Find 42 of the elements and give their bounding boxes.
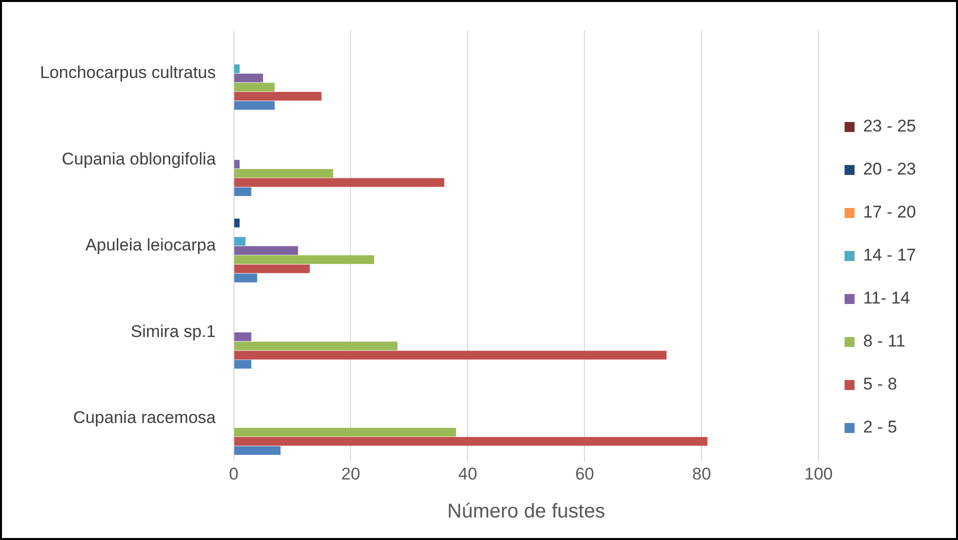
legend-label: 23 - 25 <box>863 116 916 136</box>
bar <box>234 255 374 264</box>
bar <box>234 187 252 196</box>
legend-label: 17 - 20 <box>863 202 916 222</box>
x-tick-label: 100 <box>804 464 833 484</box>
bar <box>234 169 334 178</box>
bar <box>234 264 310 274</box>
bar <box>234 428 456 437</box>
y-tick-label: Cupania racemosa <box>73 408 216 428</box>
x-tick-label: 20 <box>341 464 360 484</box>
bar <box>234 92 322 101</box>
bar <box>234 160 240 169</box>
y-tick-label: Lonchocarpus cultratus <box>40 63 216 82</box>
x-tick-label: 80 <box>692 464 712 484</box>
legend-label: 14 - 17 <box>863 246 916 265</box>
y-tick-label: Cupania oblongifolia <box>62 149 216 168</box>
bar <box>234 437 708 446</box>
bar <box>234 332 252 342</box>
x-tick-label: 40 <box>458 464 478 484</box>
bar <box>234 350 667 360</box>
bar <box>234 64 240 74</box>
legend-label: 11- 14 <box>863 288 910 308</box>
bar <box>234 101 275 110</box>
legend-label: 20 - 23 <box>863 160 916 179</box>
bar <box>234 360 252 369</box>
bar <box>234 446 281 455</box>
bar <box>234 246 298 255</box>
bar <box>234 342 398 350</box>
y-tick-label: Apuleia leiocarpa <box>85 236 216 255</box>
y-tick-label: Simira sp.1 <box>130 322 216 341</box>
bar <box>234 82 275 92</box>
legend-label: 2 - 5 <box>863 418 898 437</box>
bar <box>234 178 444 187</box>
bar <box>234 236 246 246</box>
bar <box>234 74 264 82</box>
x-tick-label: 0 <box>229 464 239 484</box>
legend-label: 5 - 8 <box>863 374 898 394</box>
x-tick-label: 60 <box>575 464 594 484</box>
x-axis-title: Número de fustes <box>447 500 606 523</box>
bar <box>234 218 240 228</box>
legend-label: 8 - 11 <box>863 332 906 351</box>
bar <box>234 274 258 282</box>
